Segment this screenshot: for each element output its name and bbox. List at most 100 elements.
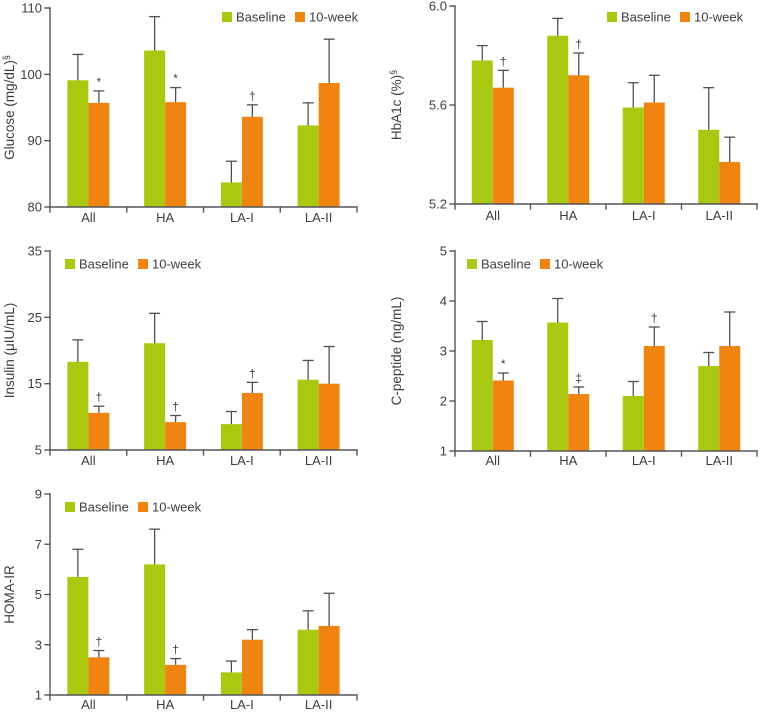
bar-baseline-la-i (220, 182, 242, 207)
y-tick-label: 3 (440, 344, 447, 359)
glucose-chart-panel: * * † 80 90 100 110 All HA LA-I LA-II Glucose (mg/d… (0, 0, 378, 235)
legend-swatch-baseline (607, 12, 617, 22)
bar-baseline-la-i (220, 672, 242, 695)
x-category-label: LA-I (230, 697, 254, 712)
y-tick-label: 5.2 (429, 197, 447, 212)
error-bar (497, 372, 509, 381)
x-category-label: LA-II (305, 210, 332, 225)
error-bar (302, 102, 314, 126)
y-tick-label: 5 (440, 244, 447, 259)
x-category-label: All (486, 208, 501, 223)
bar-baseline-la-i (220, 424, 242, 450)
y-tick-label: 9 (35, 487, 42, 502)
error-bar (724, 136, 736, 162)
x-category-label: HA (559, 208, 577, 223)
error-bar (225, 660, 237, 673)
legend-label-10-week: 10-week (694, 10, 744, 25)
y-tick-label: 100 (20, 67, 42, 82)
x-category-label: HA (156, 697, 174, 712)
significance-marker: † (651, 311, 658, 325)
significance-marker: * (501, 357, 506, 371)
bar-baseline-la-i (622, 107, 644, 204)
axes (44, 493, 358, 701)
x-category-label: LA-I (230, 210, 254, 225)
y-axis-label: HOMA-IR (2, 565, 17, 624)
legend-label-10-week: 10-week (152, 500, 202, 515)
legend-swatch-baseline (467, 259, 477, 269)
x-category-label: All (81, 210, 96, 225)
significance-marker: † (96, 635, 103, 649)
bar-10-week-ha (165, 664, 187, 695)
x-category-label: LA-I (230, 453, 254, 468)
error-bar (149, 312, 161, 344)
legend-swatch-10-week (540, 259, 550, 269)
bar-10-week-la-i (241, 116, 263, 207)
y-tick-label: 90 (28, 133, 42, 148)
homa-ir-chart-panel: † † 1 3 5 7 9 All HA LA-I LA-II HOMA-IR Baseline 10-w… (0, 478, 378, 713)
error-bar (323, 38, 335, 83)
y-tick-label: 2 (440, 394, 447, 409)
error-bar (225, 160, 237, 183)
error-bar (225, 410, 237, 425)
axes (44, 250, 358, 456)
error-bar (552, 297, 564, 323)
legend-label-baseline: Baseline (481, 257, 531, 272)
y-tick-label: 5 (35, 587, 42, 602)
bar-baseline-la-ii (297, 379, 319, 450)
legend-label-baseline: Baseline (621, 10, 671, 25)
bar-10-week-la-ii (318, 82, 340, 207)
bar-10-week-ha (568, 75, 590, 204)
y-tick-label: 1 (35, 688, 42, 703)
insulin-chart-panel: † † † 5 15 25 35 All HA LA-I LA-II Insulin (μIU/mL)… (0, 239, 378, 474)
legend-swatch-10-week (295, 12, 305, 22)
bar-10-week-la-ii (719, 161, 741, 204)
x-category-label: HA (559, 453, 577, 468)
legend-swatch-10-week (680, 12, 690, 22)
x-category-label: HA (156, 453, 174, 468)
error-bar (323, 345, 335, 384)
x-category-label: LA-I (632, 208, 656, 223)
significance-marker: † (249, 366, 256, 380)
y-tick-label: 4 (440, 294, 447, 309)
error-bar (573, 52, 585, 76)
error-bar (323, 592, 335, 626)
legend: Baseline 10-week (607, 10, 744, 25)
legend-swatch-10-week (138, 259, 148, 269)
significance-marker: † (575, 37, 582, 51)
y-tick-label: 110 (21, 1, 42, 16)
error-bar (476, 320, 488, 340)
error-bar (627, 380, 639, 396)
y-tick-label: 3 (35, 637, 42, 652)
bar-baseline-all (471, 60, 493, 205)
bar-baseline-la-ii (698, 129, 720, 204)
significance-marker: † (172, 400, 179, 414)
hba1c-chart-panel: † † 5.2 5.6 6.0 All HA LA-I LA-II HbA1c (%)§ Basel… (385, 0, 763, 235)
legend-label-10-week: 10-week (554, 257, 604, 272)
error-bar (246, 381, 258, 393)
legend-swatch-10-week (138, 502, 148, 512)
error-bar (149, 15, 161, 51)
error-bar (149, 528, 161, 565)
y-axis-label: C-peptide (ng/mL) (389, 297, 404, 406)
bar-10-week-la-i (643, 102, 665, 204)
significance-marker: ‡ (575, 371, 582, 385)
bar-10-week-ha (165, 102, 187, 207)
x-category-label: LA-II (305, 697, 332, 712)
bar-baseline-ha (547, 322, 569, 451)
bar-10-week-la-i (241, 639, 263, 695)
error-bar (476, 44, 488, 61)
bar-10-week-la-ii (719, 346, 741, 451)
bar-baseline-la-ii (297, 125, 319, 207)
error-bar (302, 359, 314, 380)
legend-label-10-week: 10-week (152, 257, 202, 272)
y-tick-label: 1 (440, 444, 447, 459)
legend-label-10-week: 10-week (309, 10, 359, 25)
x-category-label: HA (156, 210, 174, 225)
bar-10-week-la-i (643, 346, 665, 451)
y-tick-label: 5.6 (429, 98, 447, 113)
chart-svg: † † † 5 15 25 35 All HA LA-I LA-II Insulin (μIU/mL)… (2, 244, 358, 468)
significance-marker: † (172, 643, 179, 657)
bar-10-week-la-ii (318, 625, 340, 695)
significance-marker: † (500, 54, 507, 68)
error-bar (552, 17, 564, 36)
